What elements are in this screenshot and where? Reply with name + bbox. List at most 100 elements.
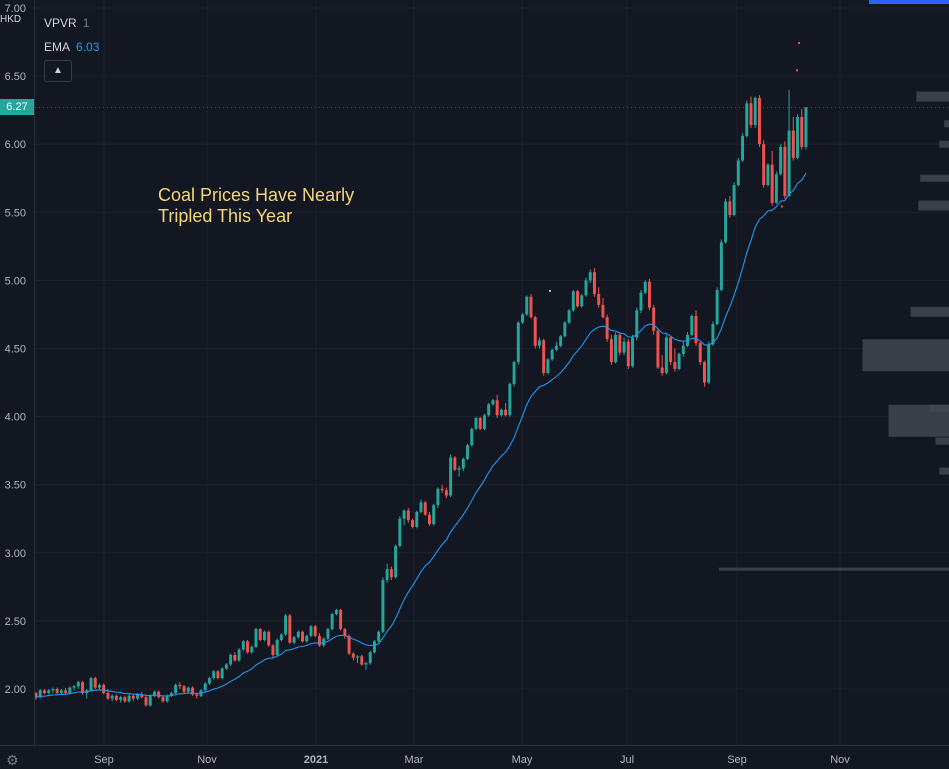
candle-body [148,695,152,706]
volume-profile-bar [920,174,949,182]
candle-body [508,383,512,416]
y-tick-label: 4.00 [5,412,26,424]
ema-line [35,172,807,698]
candle-body [499,409,503,416]
candle-body [317,635,321,646]
x-tick-label: Nov [197,754,217,766]
candle-body [415,511,419,527]
candle-body [174,684,178,694]
candle-body [68,687,72,694]
gear-icon[interactable]: ⚙ [6,752,19,768]
candle-body [449,457,453,496]
candle-body [165,695,169,702]
candle-body [389,569,393,578]
candle-body [516,322,520,363]
candle-body [102,684,106,694]
volume-profile-bar [939,467,949,475]
collapse-legend-button[interactable]: ▲ [44,60,72,82]
candle-body [546,359,550,374]
x-tick-label: Mar [405,754,424,766]
candle-body [322,638,326,646]
vpvr-legend[interactable]: VPVR 1 [44,16,89,30]
candle-body [681,345,685,354]
candle-body [191,687,195,695]
ema-legend[interactable]: EMA 6.03 [44,40,99,54]
chevron-up-icon: ▲ [53,65,63,76]
candle-body [288,615,292,643]
volume-profile [719,91,949,571]
chart-annotation[interactable]: Coal Prices Have Nearly Tripled This Yea… [158,185,354,227]
volume-profile-bar [862,339,949,372]
candle-body [563,322,567,337]
volume-profile-bar [918,200,949,211]
candle-body [571,291,575,311]
candle-body [635,310,639,338]
candle-body [614,334,618,363]
candle-body [601,304,605,318]
candle-body [436,488,440,506]
candle-body [334,610,338,615]
candle-body [461,458,465,469]
candle-body [89,678,93,691]
candle-body [757,97,761,145]
candle-body [719,242,723,290]
candle-body [741,136,745,161]
candle-body [195,694,199,696]
candle-body [592,272,596,295]
candle-body [647,281,651,308]
candle-body [779,146,783,175]
candle-body [440,488,444,491]
candle-body [800,116,804,147]
candle-body [241,641,245,650]
candle-body [533,317,537,346]
candle-body [131,695,135,699]
candle-body [423,502,427,515]
ema-legend-value: 6.03 [76,40,100,54]
candle-body [724,201,728,243]
candle-body [643,281,647,293]
candle-body [368,652,372,664]
x-tick-label: 2021 [304,754,328,766]
x-tick-label: Jul [620,754,634,766]
candle-body [343,629,347,636]
candle-body [330,614,334,630]
y-tick-label: 7.00 [5,3,26,15]
chart-grid [35,0,949,745]
candle-body [59,690,63,694]
candle-body [262,631,266,640]
candle-body [588,272,592,281]
candle-body [136,694,140,699]
y-tick-label: 5.50 [5,207,26,219]
candle-body [656,330,660,368]
x-tick-label: Sep [727,754,747,766]
candle-body [250,646,254,653]
candle-body [144,697,148,706]
candle-body [626,341,630,367]
candle-body [457,468,461,470]
candle-body [529,296,533,318]
candle-body [394,545,398,578]
candle-body [652,307,656,331]
vpvr-legend-value: 1 [82,16,90,30]
candle-body [576,291,580,307]
candle-body [419,502,423,512]
candle-body [453,457,457,470]
candle-body [474,417,478,429]
candle-body [478,417,482,429]
candle-body [301,631,305,642]
x-axis[interactable]: Sep Nov 2021 Mar May Jul Sep Nov [94,754,850,766]
y-axis[interactable]: 7.00 6.50 6.00 5.50 5.00 4.50 4.00 3.50 3.00 2.50… [5,3,26,696]
candle-body [677,353,681,369]
annotation-line-2: Tripled This Year [158,206,293,226]
x-tick-label: Nov [830,754,850,766]
volume-profile-bar [910,306,949,317]
candle-body [444,490,448,496]
candle-body [487,404,491,416]
candle-body [753,97,757,126]
candle-body [127,695,131,702]
candle-body [732,185,736,216]
candle-body [770,164,774,203]
candle-body [550,349,554,360]
candle-body [220,668,224,679]
